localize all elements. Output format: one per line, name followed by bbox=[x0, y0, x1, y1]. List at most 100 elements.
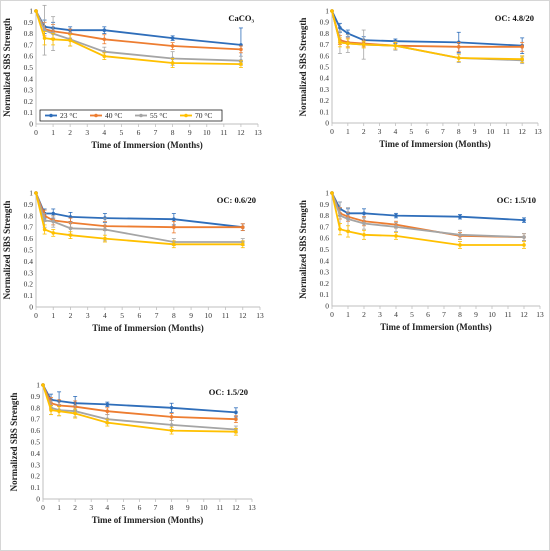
y-tick-label: 0 bbox=[29, 303, 33, 312]
x-axis-label: Time of Immersion (Months) bbox=[91, 140, 203, 150]
x-tick-label: 6 bbox=[138, 311, 142, 320]
legend-label: 70 °C bbox=[195, 111, 212, 120]
x-tick-label: 7 bbox=[155, 311, 159, 320]
x-tick-label: 2 bbox=[362, 310, 366, 319]
y-tick-label: 0 bbox=[325, 119, 329, 128]
series-4 bbox=[34, 191, 245, 249]
x-tick-label: 4 bbox=[105, 503, 109, 512]
legend-label: 23 °C bbox=[60, 111, 77, 120]
data-point bbox=[234, 410, 238, 415]
y-tick-label: 0.8 bbox=[320, 211, 330, 220]
y-tick-label: 0.5 bbox=[320, 245, 330, 254]
x-axis-label: Time of Immersion (Months) bbox=[379, 139, 491, 149]
y-tick-label: 0.1 bbox=[24, 291, 34, 300]
y-tick-label: 0.2 bbox=[24, 280, 34, 289]
x-tick-label: 12 bbox=[520, 310, 528, 319]
data-point bbox=[68, 38, 72, 43]
y-tick-label: 0.4 bbox=[320, 74, 330, 83]
x-tick-label: 5 bbox=[409, 127, 413, 136]
x-tick-label: 2 bbox=[362, 127, 366, 136]
y-tick-label: 0.3 bbox=[24, 86, 34, 95]
panel-title: OC: 4.8/20 bbox=[495, 13, 534, 23]
y-tick-label: 0.3 bbox=[24, 268, 34, 277]
y-tick-label: 0.7 bbox=[320, 222, 330, 231]
x-tick-label: 1 bbox=[346, 127, 350, 136]
y-tick-label: 0.2 bbox=[31, 472, 41, 481]
y-tick-label: 0.7 bbox=[24, 223, 34, 232]
data-point bbox=[51, 211, 56, 216]
data-point bbox=[169, 415, 174, 419]
data-point bbox=[34, 191, 38, 195]
data-point bbox=[68, 226, 73, 231]
x-tick-label: 4 bbox=[102, 128, 106, 137]
data-point bbox=[346, 229, 350, 234]
data-point bbox=[346, 41, 350, 46]
data-point bbox=[103, 236, 107, 241]
y-tick-label: 0.3 bbox=[31, 460, 41, 469]
x-tick-label: 13 bbox=[536, 310, 544, 319]
chart-panel-5: 00.10.20.30.40.50.60.70.80.910 1 2 3 4 5 6 7 8 9 1… bbox=[9, 381, 256, 526]
x-tick-label: 12 bbox=[239, 311, 247, 320]
x-tick-label: 2 bbox=[69, 311, 73, 320]
legend-box bbox=[39, 109, 223, 122]
series-4 bbox=[41, 383, 238, 436]
data-point bbox=[172, 217, 176, 222]
x-tick-label: 4 bbox=[103, 311, 107, 320]
y-tick-label: 0.2 bbox=[320, 96, 330, 105]
x-tick-label: 10 bbox=[203, 128, 211, 137]
y-tick-label: 0.7 bbox=[31, 415, 41, 424]
x-tick-label: 9 bbox=[188, 128, 192, 137]
y-tick-label: 0.4 bbox=[31, 449, 41, 458]
x-tick-label: 3 bbox=[378, 127, 382, 136]
data-point bbox=[41, 383, 45, 387]
x-tick-label: 13 bbox=[256, 311, 264, 320]
x-tick-label: 7 bbox=[441, 127, 445, 136]
x-tick-label: 12 bbox=[237, 128, 245, 137]
y-tick-label: 0.6 bbox=[24, 52, 34, 61]
x-tick-label: 7 bbox=[442, 310, 446, 319]
x-tick-label: 6 bbox=[137, 128, 141, 137]
legend-label: 55 °C bbox=[150, 111, 167, 120]
data-point bbox=[103, 227, 107, 232]
x-tick-label: 1 bbox=[51, 311, 55, 320]
x-tick-label: 10 bbox=[200, 503, 208, 512]
x-tick-label: 11 bbox=[222, 311, 229, 320]
x-tick-label: 0 bbox=[330, 127, 334, 136]
legend-marker bbox=[94, 113, 98, 118]
y-tick-label: 0.5 bbox=[24, 246, 34, 255]
y-tick-label: 0.7 bbox=[24, 40, 34, 49]
y-tick-label: 0.1 bbox=[31, 483, 41, 492]
data-point bbox=[105, 409, 110, 414]
data-point bbox=[240, 225, 245, 229]
data-point bbox=[51, 37, 55, 42]
data-point bbox=[170, 44, 175, 48]
x-tick-label: 5 bbox=[410, 310, 414, 319]
y-tick-label: 0.1 bbox=[24, 108, 34, 117]
data-point bbox=[458, 243, 462, 247]
panel-title: OC: 1.5/20 bbox=[209, 387, 248, 397]
x-tick-label: 13 bbox=[254, 128, 262, 137]
data-point bbox=[458, 233, 462, 237]
x-tick-label: 4 bbox=[394, 127, 398, 136]
y-tick-label: 0.9 bbox=[24, 200, 34, 209]
panel-title: CaCO₃ bbox=[228, 13, 254, 23]
y-tick-label: 0.8 bbox=[320, 29, 330, 38]
y-tick-label: 0 bbox=[36, 495, 40, 504]
y-tick-label: 0.7 bbox=[320, 40, 330, 49]
legend-marker bbox=[139, 113, 143, 118]
y-tick-label: 0.5 bbox=[31, 438, 41, 447]
data-point bbox=[520, 45, 524, 49]
data-point bbox=[522, 243, 526, 247]
x-tick-label: 8 bbox=[457, 127, 461, 136]
x-tick-label: 10 bbox=[205, 311, 213, 320]
x-tick-label: 10 bbox=[488, 310, 496, 319]
x-tick-label: 6 bbox=[426, 310, 430, 319]
x-tick-label: 3 bbox=[378, 310, 382, 319]
data-point bbox=[239, 47, 243, 52]
x-tick-label: 12 bbox=[232, 503, 240, 512]
data-point bbox=[73, 411, 77, 416]
x-tick-label: 3 bbox=[85, 128, 89, 137]
data-point bbox=[338, 40, 342, 45]
data-point bbox=[102, 54, 107, 58]
